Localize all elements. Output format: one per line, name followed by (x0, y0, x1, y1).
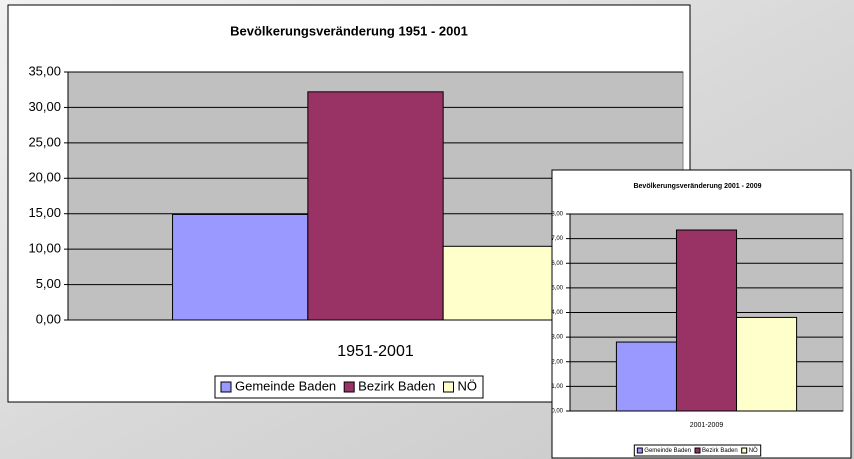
y-tick-label: 25,00 (28, 134, 61, 149)
y-tick-label: 4,00 (551, 310, 563, 316)
y-tick-label: 10,00 (28, 241, 61, 256)
y-tick-label: 6,00 (551, 261, 563, 267)
bar (172, 213, 309, 321)
x-tick-label: 2001-2009 (690, 422, 724, 429)
y-tick-label: 7,00 (551, 236, 563, 242)
chart-title: Bevölkerungsveränderung 1951 - 2001 (230, 23, 468, 38)
legend-swatch (636, 447, 643, 454)
x-tick-label: 1951-2001 (337, 343, 414, 360)
legend-swatch (443, 381, 455, 393)
legend-label: Bezirk Baden (358, 378, 435, 393)
chart: Bevölkerungsveränderung 2001 - 2009 0,00 1… (551, 169, 852, 459)
y-tick-label: 35,00 (28, 63, 61, 78)
legend-label: Gemeinde Baden (235, 378, 336, 393)
legend-label: Bezirk Baden (702, 448, 738, 454)
bar (736, 316, 798, 412)
bar (675, 229, 738, 412)
y-tick-label: 2,00 (551, 359, 563, 365)
y-tick-label: 0,00 (551, 409, 563, 415)
legend-swatch (220, 381, 232, 393)
y-tick-label: 20,00 (28, 170, 61, 185)
chart-title: Bevölkerungsveränderung 2001 - 2009 (633, 183, 761, 190)
legend-label: NÖ (749, 447, 758, 454)
y-tick-label: 15,00 (28, 205, 61, 220)
legend-swatch (343, 381, 355, 393)
legend-swatch (741, 447, 748, 454)
legend-label: Gemeinde Baden (644, 448, 691, 454)
bar (307, 91, 444, 321)
y-tick-label: 1,00 (551, 384, 563, 390)
legend-label: NÖ (458, 378, 478, 393)
y-tick-label: 0,00 (36, 311, 61, 326)
y-tick-label: 30,00 (28, 99, 61, 114)
bar (615, 341, 677, 412)
y-tick-label: 3,00 (551, 335, 563, 341)
legend: Gemeinde Baden Bezirk Baden NÖ (633, 444, 762, 457)
y-tick-label: 5,00 (36, 276, 61, 291)
y-tick-label: 8,00 (551, 212, 563, 218)
y-tick-label: 5,00 (551, 285, 563, 291)
legend-swatch (694, 447, 701, 454)
legend: Gemeinde Baden Bezirk Baden NÖ (214, 375, 484, 399)
